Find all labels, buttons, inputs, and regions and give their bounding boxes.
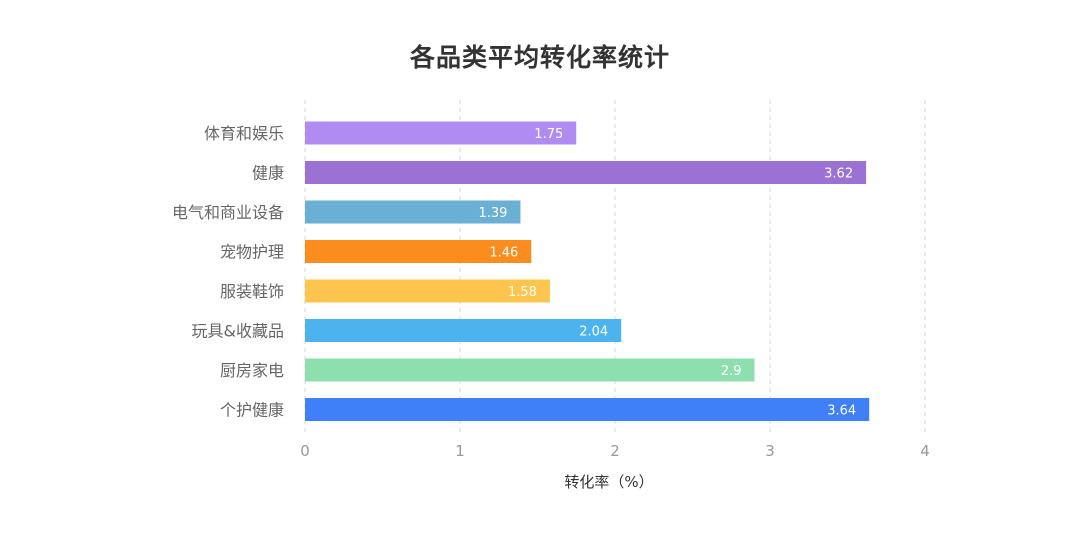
- bar: [305, 161, 867, 184]
- labels: 0 1 2 3 4 体育和娱乐 1.75 健康 3.62 电气和商业设备 1.39 宠物护理 1.46 服…: [172, 124, 930, 460]
- category-label: 厨房家电: [220, 361, 284, 380]
- bar: [305, 279, 550, 303]
- value-label: 1.39: [478, 206, 507, 221]
- bars: [305, 121, 870, 421]
- category-label: 个护健康: [220, 401, 284, 420]
- value-label: 3.62: [824, 167, 853, 182]
- chart-title: 各品类平均转化率统计: [409, 43, 670, 72]
- category-label: 健康: [252, 164, 284, 183]
- bar: [305, 358, 755, 382]
- bar: [305, 319, 622, 342]
- x-tick-label: 3: [765, 442, 775, 460]
- category-label: 宠物护理: [220, 243, 284, 262]
- bar: [305, 240, 532, 263]
- value-label: 1.58: [508, 285, 537, 300]
- bar: [305, 200, 521, 224]
- x-tick-label: 4: [920, 442, 930, 460]
- value-label: 1.46: [489, 246, 518, 261]
- category-label: 玩具&收藏品: [192, 322, 284, 341]
- category-label: 服装鞋饰: [220, 282, 284, 301]
- x-axis-title: 转化率（%）: [564, 473, 653, 491]
- value-label: 2.9: [721, 364, 742, 379]
- value-label: 2.04: [579, 325, 608, 340]
- value-label: 3.64: [827, 404, 856, 419]
- x-tick-label: 1: [455, 442, 465, 460]
- bar: [305, 121, 577, 145]
- bar: [305, 398, 870, 421]
- x-tick-label: 2: [610, 442, 620, 460]
- category-label: 体育和娱乐: [204, 124, 284, 143]
- grid-lines: [304, 100, 926, 432]
- x-tick-label: 0: [300, 442, 310, 460]
- category-label: 电气和商业设备: [172, 203, 284, 222]
- value-label: 1.75: [534, 127, 563, 142]
